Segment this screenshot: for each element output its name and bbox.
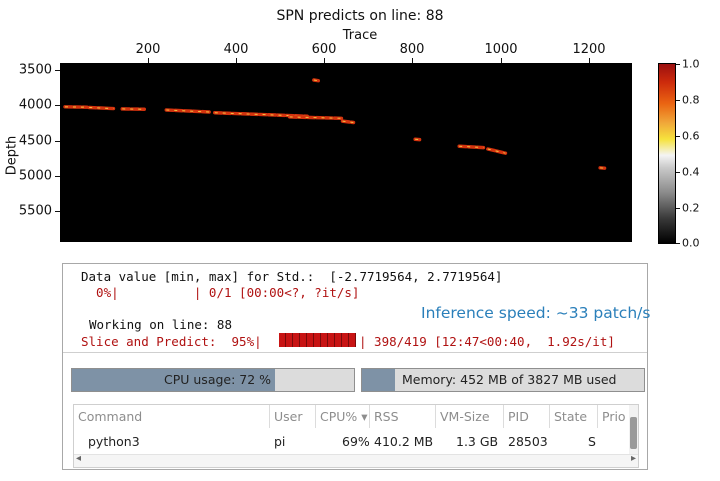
colorbar-tick-mark [676,136,680,137]
x-tick-mark [236,58,237,63]
slice-predict-suffix: | 398/419 [12:47<00:40, 1.92s/it] [359,334,615,349]
colorbar-tick-mark [676,208,680,209]
colorbar-tick-mark [676,243,680,244]
column-header-user[interactable]: User [270,405,316,428]
x-tick-mark [412,58,413,63]
working-line-text: Working on line: 88 [89,317,232,332]
x-tick-mark [501,58,502,63]
memory-usage-meter: Memory: 452 MB of 3827 MB used [361,368,645,392]
colorbar-tick-label: 0.6 [682,129,700,143]
colorbar-tick-mark [676,100,680,101]
scroll-thumb[interactable] [630,417,637,449]
horizon-segment [287,115,345,121]
y-tick-label: 5000 [18,168,52,184]
horizon-segment [340,119,356,125]
x-axis-label: Trace [342,28,378,43]
initial-progress-line: 0%| | 0/1 [00:00<?, ?it/s] [81,285,360,300]
process-rss: 410.2 MB [374,434,434,449]
scroll-right-icon[interactable]: ▸ [630,453,636,464]
cpu-usage-meter: CPU usage: 72 % [71,368,355,392]
divider [63,352,647,353]
y-tick-label: 4500 [18,133,52,149]
column-header-state[interactable]: State [550,405,598,428]
horizon-segment [312,78,321,83]
slice-progress-bar [279,333,356,347]
y-tick-mark [55,141,60,142]
y-tick-mark [55,176,60,177]
process-user: pi [274,434,286,449]
memory-usage-fill [362,369,396,391]
column-header-command[interactable]: Command [74,405,270,428]
x-tick-mark [589,58,590,63]
scroll-left-icon[interactable]: ◂ [76,453,82,464]
column-header-prio[interactable]: Prio [602,409,626,424]
colorbar-tick-label: 0.2 [682,201,700,215]
y-tick-label: 4000 [18,97,52,113]
horizon-segment [87,105,116,111]
y-tick-mark [55,211,60,212]
prediction-heatmap [60,63,632,242]
vertical-scrollbar[interactable] [629,405,638,455]
x-tick-label: 400 [223,42,249,57]
cpu-usage-label: CPU usage: 72 % [164,372,272,387]
horizontal-scrollbar[interactable]: ◂ ▸ [74,453,638,467]
x-tick-label: 800 [399,42,425,57]
process-pid: 28503 [508,434,548,449]
y-tick-label: 5500 [18,203,52,219]
x-tick-label: 600 [311,42,337,57]
process-command[interactable]: python3 [88,434,140,449]
horizon-segment [486,147,508,155]
horizon-segment [457,144,486,150]
y-tick-mark [55,70,60,71]
cpu-usage-fill [72,369,276,391]
x-tick-label: 200 [135,42,161,57]
x-tick-mark [324,58,325,63]
colorbar-tick-label: 0.4 [682,165,700,179]
x-tick-mark [148,58,149,63]
column-header-cpu-label: CPU% [320,409,358,424]
column-header-vm-size[interactable]: VM-Size [436,405,504,428]
colorbar-tick-label: 0.8 [682,93,700,107]
std-range-line: Data value [min, max] for Std.: [-2.7719… [81,269,503,284]
column-header-rss[interactable]: RSS [370,405,436,428]
memory-usage-label: Memory: 452 MB of 3827 MB used [402,372,617,387]
x-tick-label: 1200 [572,42,606,57]
process-table[interactable]: Command User CPU% ▾ RSS VM-Size PID Stat… [73,404,639,468]
colorbar-tick-label: 1.0 [682,57,700,71]
slice-predict-prefix: Slice and Predict: 95%| [81,334,262,349]
column-header-cpu[interactable]: CPU% ▾ [316,405,370,428]
colorbar [658,63,676,244]
colorbar-tick-mark [676,64,680,65]
horizon-segment [164,108,213,114]
colorbar-tick-mark [676,172,680,173]
y-tick-mark [55,105,60,106]
process-state: S [588,434,596,449]
terminal-output-panel: Data value [min, max] for Std.: [-2.7719… [62,263,651,470]
plot-title: SPN predicts on line: 88 [276,8,444,24]
sort-descending-icon: ▾ [361,409,368,424]
y-tick-label: 3500 [18,62,52,78]
colorbar-tick-label: 0.0 [682,236,700,250]
process-cpu: 69% [342,434,370,449]
x-tick-label: 1000 [484,42,518,57]
inference-speed-label: Inference speed: ~33 patch/s [421,304,651,322]
process-vm-size: 1.3 GB [456,434,499,449]
column-header-pid[interactable]: PID [504,405,550,428]
